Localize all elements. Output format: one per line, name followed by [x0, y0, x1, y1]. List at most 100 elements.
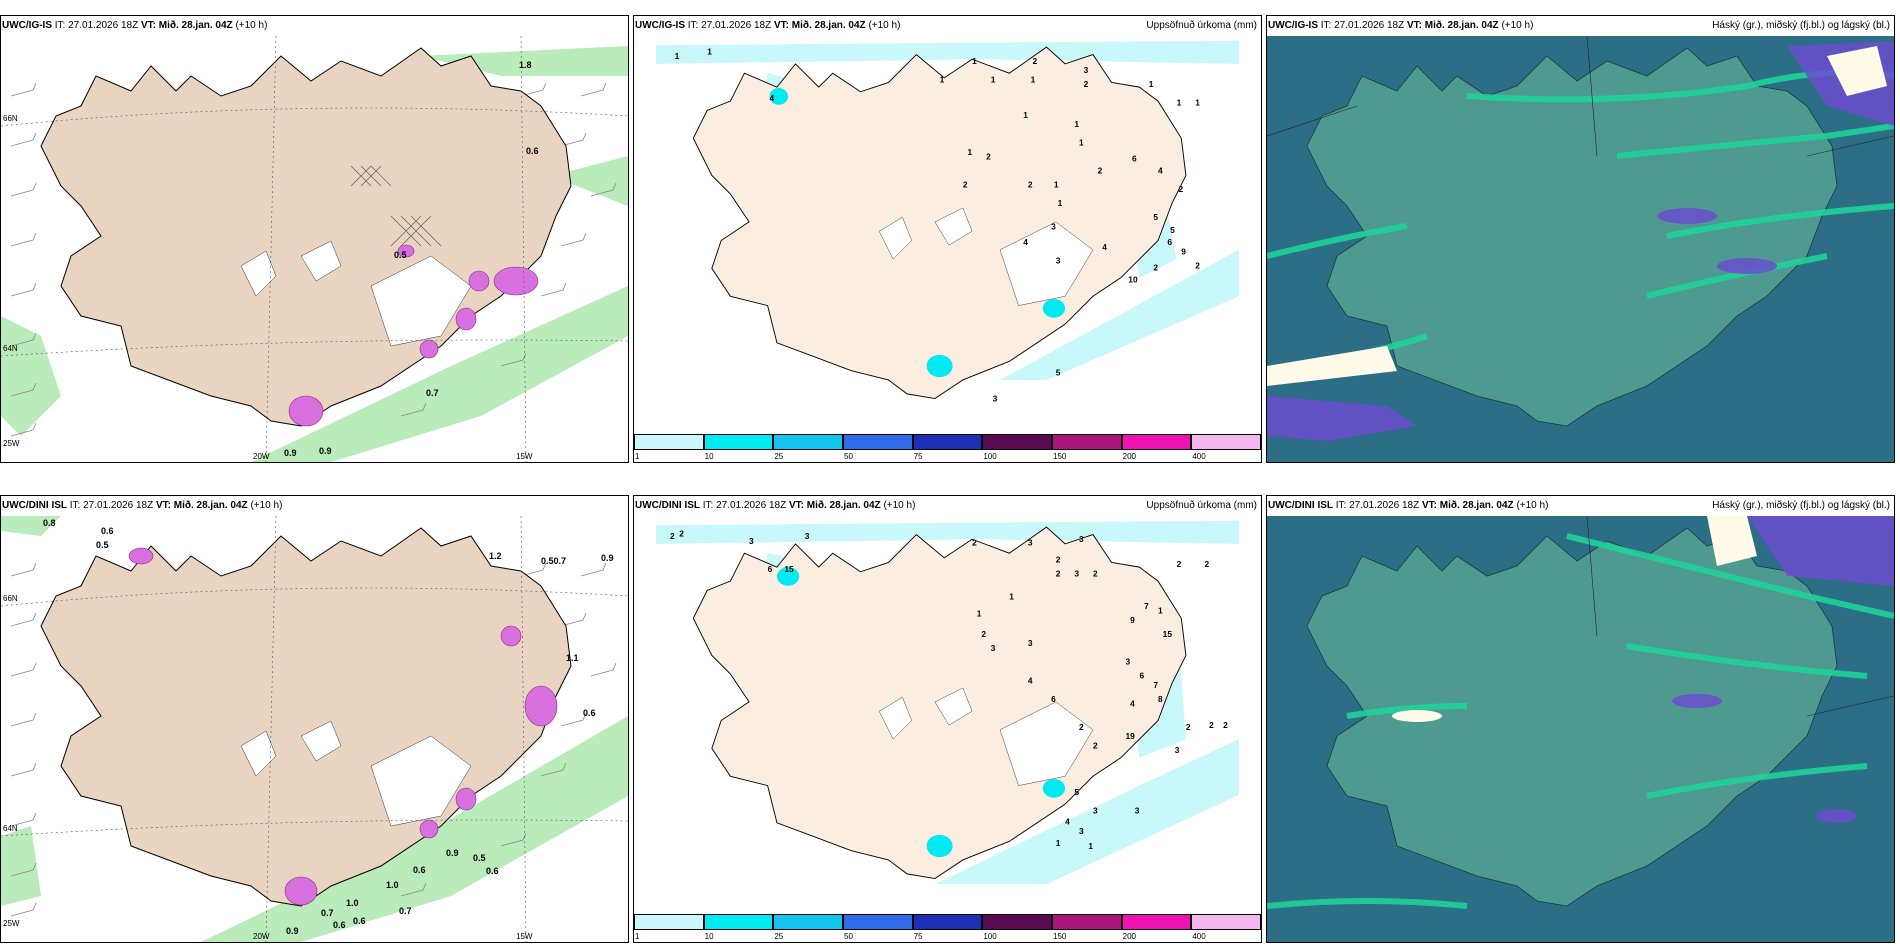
panel-dini-precip: UWC/DINI ISL IT: 27.01.2026 18Z VT: Mið.…: [633, 495, 1262, 943]
legend-label: 100: [983, 932, 997, 941]
svg-text:19: 19: [1126, 731, 1136, 741]
low-cloud-bands: [1267, 533, 1894, 909]
panel-ig-clouds: UWC/IG-IS IT: 27.01.2026 18Z VT: Mið. 28…: [1266, 15, 1895, 463]
svg-text:2: 2: [963, 180, 968, 190]
svg-text:0.7: 0.7: [321, 908, 334, 918]
svg-text:3: 3: [1175, 745, 1180, 755]
svg-text:6: 6: [1051, 694, 1056, 704]
svg-text:3: 3: [805, 531, 810, 541]
svg-text:2: 2: [972, 538, 977, 548]
svg-text:0.5: 0.5: [96, 540, 109, 550]
legend-swatch: [912, 914, 983, 930]
glacier-outlines: [878, 207, 1094, 306]
lon-25w-label: 25W: [3, 919, 20, 928]
svg-text:2: 2: [1195, 260, 1200, 270]
svg-text:9: 9: [1130, 615, 1135, 625]
snow-areas: [240, 240, 472, 347]
svg-text:1: 1: [991, 74, 996, 84]
legend-label: 75: [913, 932, 923, 941]
legend-swatch: [703, 914, 774, 930]
svg-text:0.6: 0.6: [486, 866, 499, 876]
precip-value: 0.9: [284, 448, 297, 458]
svg-text:2: 2: [1056, 568, 1061, 578]
svg-text:2: 2: [1079, 722, 1084, 732]
svg-text:1: 1: [1074, 119, 1079, 129]
svg-text:2: 2: [1205, 559, 1210, 569]
svg-text:1.1: 1.1: [566, 653, 579, 663]
svg-text:3: 3: [1056, 256, 1061, 266]
svg-text:3: 3: [1135, 805, 1140, 815]
precip-value: 0.5: [394, 250, 407, 260]
legend-label: 10: [704, 452, 714, 461]
legend-label: 25: [774, 932, 784, 941]
svg-text:6: 6: [768, 564, 773, 574]
region-lines: [1586, 516, 1894, 717]
legend-swatch: [1052, 914, 1122, 930]
wind-map: 66N 64N 25W 20W 15W 1.8 0.6 0.7 0.9 0.9 …: [1, 36, 628, 462]
region-lines: [1267, 36, 1894, 157]
precip-value: 1.8: [519, 60, 532, 70]
legend-label: 1: [635, 452, 640, 461]
legend-label: 200: [1122, 452, 1137, 461]
svg-text:1: 1: [1149, 79, 1154, 89]
svg-text:3: 3: [1079, 826, 1084, 836]
lat-64n-label: 64N: [3, 344, 18, 353]
svg-text:3: 3: [1028, 538, 1033, 548]
svg-text:0.6: 0.6: [101, 526, 114, 536]
svg-text:2: 2: [1033, 56, 1038, 66]
panel-subtitle: Háský (gr.), miðský (fj.bl.) og lágský (…: [1712, 500, 1890, 511]
svg-text:5: 5: [1056, 367, 1061, 377]
svg-text:15: 15: [1163, 629, 1173, 639]
svg-text:1: 1: [977, 608, 982, 618]
legend-swatch: [982, 914, 1052, 930]
svg-text:2: 2: [1209, 720, 1214, 730]
panel-title: UWC/IG-IS IT: 27.01.2026 18Z VT: Mið. 28…: [1268, 20, 1534, 31]
svg-text:1: 1: [1009, 592, 1014, 602]
legend-swatch: [982, 434, 1052, 450]
precip-value: 0.7: [426, 388, 439, 398]
precip-labels: 2 2 3 3 2 3 3 2 2 2 6 15 2 3 2 1 1 2 3 3…: [670, 528, 1228, 850]
precip-value: 0.6: [526, 146, 539, 156]
lon-25w-label: 25W: [3, 439, 20, 448]
svg-text:5: 5: [1153, 212, 1158, 222]
grid-lines: [1, 516, 628, 942]
panel-ig-wind: UWC/IG-IS IT: 27.01.2026 18Z VT: Mið. 28…: [0, 15, 629, 463]
svg-text:0.9: 0.9: [286, 926, 299, 936]
high-cloud-areas: [1672, 516, 1894, 823]
magenta-precip: [288, 244, 539, 427]
panel-ig-precip: UWC/IG-IS IT: 27.01.2026 18Z VT: Mið. 28…: [633, 15, 1262, 463]
svg-text:1: 1: [967, 147, 972, 157]
panel-title: UWC/DINI ISL IT: 27.01.2026 18Z VT: Mið.…: [2, 500, 283, 511]
svg-text:0.7: 0.7: [399, 906, 412, 916]
legend-label: 50: [844, 932, 853, 941]
cloud-map: [1267, 516, 1894, 942]
hatched-areas: [350, 165, 442, 247]
svg-text:2: 2: [1084, 79, 1089, 89]
svg-text:1: 1: [1023, 110, 1028, 120]
legend-swatch: [773, 914, 843, 930]
svg-text:0.6: 0.6: [333, 920, 346, 930]
svg-text:3: 3: [1074, 568, 1079, 578]
svg-text:0.50.7: 0.50.7: [541, 556, 566, 566]
panel-subtitle: Háský (gr.), miðský (fj.bl.) og lágský (…: [1712, 20, 1890, 31]
svg-text:4: 4: [1102, 242, 1107, 252]
svg-text:3: 3: [1051, 221, 1056, 231]
panel-title: UWC/IG-IS IT: 27.01.2026 18Z VT: Mið. 28…: [2, 20, 268, 31]
svg-text:3: 3: [1084, 65, 1089, 75]
precip-legend: 1 10 25 50 75 100 150 200 400: [634, 432, 1261, 462]
precip-map: 2 2 3 3 2 3 3 2 2 2 6 15 2 3 2 1 1 2 3 3…: [656, 516, 1239, 885]
svg-text:3: 3: [1079, 534, 1084, 544]
svg-text:2: 2: [1186, 722, 1191, 732]
svg-text:1: 1: [1031, 74, 1036, 84]
svg-text:7: 7: [1144, 601, 1149, 611]
white-cloud-areas: [1392, 516, 1757, 722]
legend-label: 10: [704, 932, 714, 941]
svg-text:6: 6: [1139, 671, 1144, 681]
svg-text:1: 1: [972, 56, 977, 66]
svg-text:2: 2: [986, 152, 991, 162]
legend-swatch: [1121, 434, 1192, 450]
svg-text:1.0: 1.0: [386, 880, 399, 890]
legend-label: 400: [1192, 932, 1206, 941]
panel-subtitle: Uppsöfnuð úrkoma (mm): [1146, 20, 1257, 31]
svg-text:2: 2: [1056, 554, 1061, 564]
